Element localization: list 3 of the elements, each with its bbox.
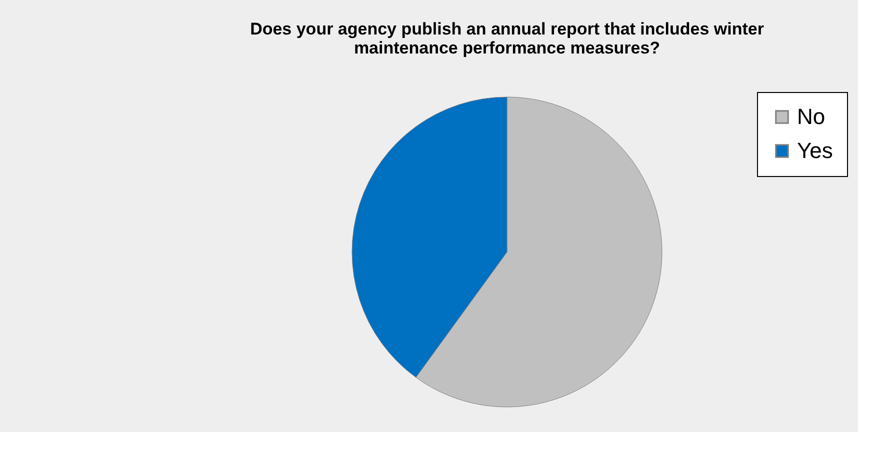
legend-label: No	[797, 104, 826, 129]
chart-title: Does your agency publish an annual report that includes winter maintenance performance measures?	[250, 20, 764, 58]
legend-label: Yes	[797, 138, 833, 163]
